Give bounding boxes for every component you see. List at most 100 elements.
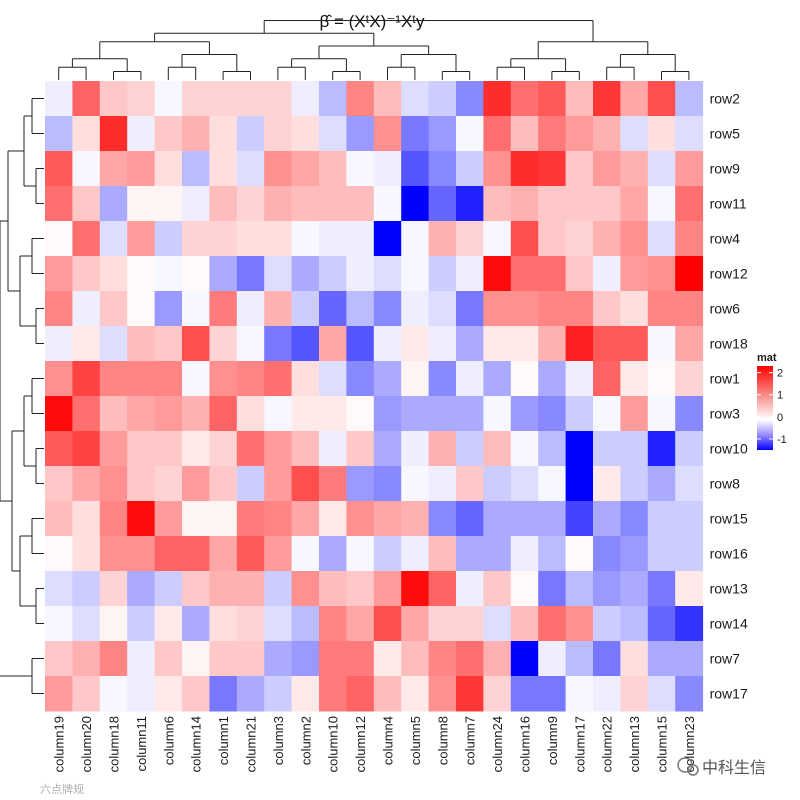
heatmap-cell <box>647 396 676 432</box>
column-label: column19 <box>52 716 67 772</box>
heatmap-cell <box>675 256 704 292</box>
heatmap-cell <box>182 536 210 572</box>
heatmap-cell <box>154 256 183 292</box>
heatmap-cell <box>538 361 567 397</box>
heatmap-cell <box>209 536 238 572</box>
heatmap-cell <box>538 256 567 292</box>
heatmap-cell <box>319 536 347 572</box>
heatmap-cell <box>565 676 594 712</box>
heatmap-cell <box>319 116 347 152</box>
heatmap-cell <box>182 501 210 537</box>
heatmap-cell <box>154 81 183 117</box>
heatmap-cell <box>209 151 238 187</box>
heatmap-cell <box>127 536 156 572</box>
heatmap-cell <box>373 81 402 117</box>
heatmap-cell <box>127 81 156 117</box>
row-label: row17 <box>710 686 748 702</box>
color-legend: mat 2 1 0 -1 <box>757 352 787 450</box>
heatmap-cell <box>182 431 210 467</box>
legend-tick-label: 2 <box>777 368 783 380</box>
heatmap-cell <box>647 221 676 257</box>
heatmap-cell <box>401 326 430 362</box>
column-label: column1 <box>216 716 231 765</box>
heatmap-cell <box>264 361 293 397</box>
heatmap-cell <box>182 466 210 502</box>
heatmap-cell <box>647 326 676 362</box>
column-label: column24 <box>490 716 505 772</box>
heatmap-cell <box>565 361 594 397</box>
legend-colorbar <box>757 366 773 450</box>
column-label: column11 <box>134 716 149 771</box>
heatmap-cell <box>182 641 210 677</box>
heatmap-cell <box>154 571 183 607</box>
heatmap-cell <box>346 676 375 712</box>
row-label: row16 <box>710 546 748 562</box>
heatmap-cell <box>319 361 347 397</box>
heatmap-cell <box>264 151 293 187</box>
heatmap-cell <box>510 676 539 712</box>
heatmap-cell <box>264 501 293 537</box>
heatmap-cell <box>428 291 457 327</box>
heatmap-cell <box>428 606 457 642</box>
heatmap-cell <box>373 396 402 432</box>
heatmap-cell <box>236 466 265 502</box>
heatmap-cell <box>647 606 676 642</box>
heatmap-cell <box>154 431 183 467</box>
heatmap-cell <box>373 501 402 537</box>
heatmap-cell <box>456 81 484 117</box>
heatmap-cell <box>209 81 238 117</box>
heatmap-cell <box>291 396 320 432</box>
heatmap-cell <box>675 536 704 572</box>
heatmap-cell <box>565 256 594 292</box>
heatmap-cell <box>264 431 293 467</box>
heatmap-cell <box>127 466 156 502</box>
heatmap-cell <box>647 536 676 572</box>
heatmap-cell <box>647 291 676 327</box>
heatmap-cell <box>373 291 402 327</box>
heatmap-cell <box>620 361 649 397</box>
heatmap-cell <box>373 326 402 362</box>
heatmap-cell <box>565 186 594 222</box>
heatmap-cell <box>319 326 347 362</box>
heatmap-cell <box>565 571 594 607</box>
row-label: row18 <box>710 336 748 352</box>
heatmap-cell <box>510 151 539 187</box>
heatmap-cell <box>401 221 430 257</box>
heatmap-cell <box>319 256 347 292</box>
heatmap-cell <box>456 186 484 222</box>
heatmap-cell <box>45 116 73 152</box>
row-label: row5 <box>710 126 741 142</box>
heatmap-cell <box>182 606 210 642</box>
heatmap-cell <box>45 186 73 222</box>
heatmap-cell <box>483 186 512 222</box>
heatmap-cell <box>127 571 156 607</box>
heatmap-cell <box>428 326 457 362</box>
heatmap-cell <box>593 501 621 537</box>
heatmap-cell <box>264 81 293 117</box>
heatmap-cell <box>593 466 621 502</box>
heatmap-cell <box>346 326 375 362</box>
heatmap-cell <box>72 326 101 362</box>
heatmap-cell <box>72 396 101 432</box>
heatmap-cell <box>291 256 320 292</box>
heatmap-cell <box>45 536 73 572</box>
heatmap-cell <box>346 501 375 537</box>
heatmap-cell <box>264 396 293 432</box>
heatmap-cell <box>483 81 512 117</box>
heatmap-cell <box>401 606 430 642</box>
heatmap-cell <box>182 256 210 292</box>
heatmap-cell <box>456 396 484 432</box>
heatmap-cell <box>593 256 621 292</box>
heatmap-cell <box>675 326 704 362</box>
heatmap-cell <box>565 466 594 502</box>
heatmap-cell <box>346 291 375 327</box>
heatmap-cell <box>236 326 265 362</box>
heatmap-cell <box>319 221 347 257</box>
heatmap-cell <box>209 186 238 222</box>
heatmap-cell <box>45 361 73 397</box>
heatmap-cell <box>620 536 649 572</box>
heatmap-cell <box>428 81 457 117</box>
heatmap-cell <box>675 361 704 397</box>
heatmap-cell <box>510 186 539 222</box>
heatmap-cell <box>428 641 457 677</box>
